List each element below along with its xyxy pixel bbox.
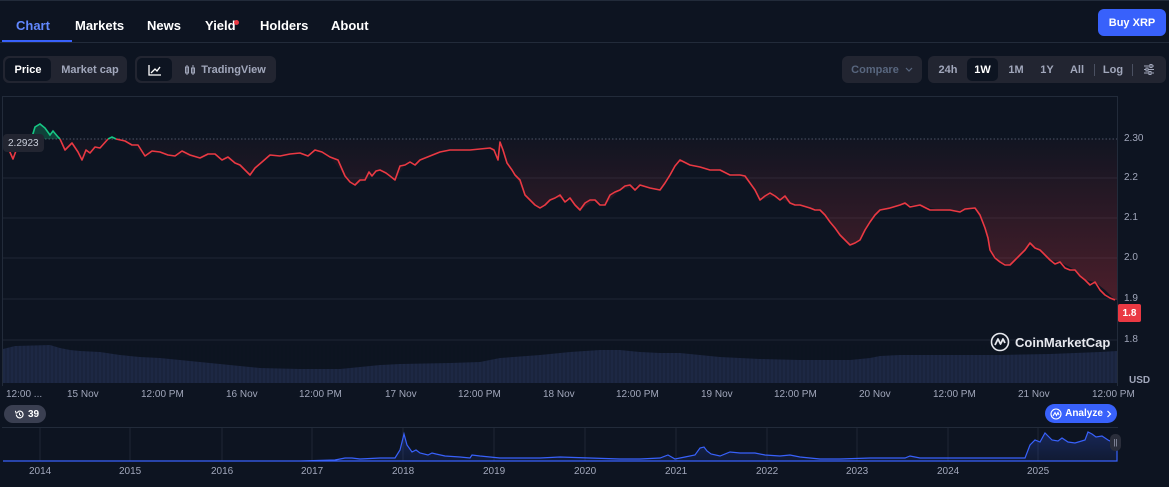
x-tick-label: 18 Nov	[543, 389, 575, 400]
yield-notification-dot	[234, 20, 239, 25]
chevron-right-icon	[1106, 410, 1112, 417]
navigator-year-label: 2018	[392, 466, 415, 477]
price-chart-area[interactable]	[2, 96, 1118, 386]
x-tick-label: 12:00 PM	[458, 389, 501, 400]
x-tick-label: 17 Nov	[385, 389, 417, 400]
metric-toggle: Price Market cap	[3, 56, 127, 83]
range-all[interactable]: All	[1069, 63, 1085, 76]
price-line-up	[31, 123, 61, 140]
navigator-year-label: 2014	[29, 466, 52, 477]
compare-dropdown[interactable]: Compare	[842, 56, 922, 83]
range-divider	[1094, 64, 1095, 76]
chart-type-toggle: TradingView	[135, 56, 276, 83]
navigator-year-label: 2019	[483, 466, 506, 477]
range-24h[interactable]: 24h	[938, 63, 958, 76]
tradingview-label: TradingView	[201, 63, 266, 76]
tab-bar: Chart Markets News Yield Holders About	[0, 0, 1169, 43]
x-tick-label: 16 Nov	[226, 389, 258, 400]
x-tick-label: 12:00 PM	[299, 389, 342, 400]
analyze-button[interactable]: Analyze	[1045, 404, 1117, 423]
reference-price-tag: 2.2923	[3, 134, 44, 152]
y-tick-label: 2.2	[1124, 172, 1138, 183]
history-count: 39	[28, 408, 40, 420]
x-tick-label: 12:00 PM	[616, 389, 659, 400]
line-chart-button[interactable]	[137, 58, 172, 81]
tab-markets[interactable]: Markets	[75, 18, 125, 33]
candlestick-icon	[185, 64, 196, 75]
navigator-drag-handle[interactable]: ||	[1110, 434, 1121, 451]
y-tick-label: 1.8	[1124, 334, 1138, 345]
chevron-down-icon	[905, 67, 913, 72]
navigator-year-label: 2023	[846, 466, 869, 477]
active-tab-indicator	[2, 40, 72, 42]
navigator-year-label: 2016	[211, 466, 234, 477]
navigator-year-label: 2022	[756, 466, 779, 477]
range-1y[interactable]: 1Y	[1040, 63, 1054, 76]
compare-label: Compare	[851, 63, 899, 76]
line-chart-icon	[147, 64, 161, 76]
volume-bar-gaps	[5, 345, 1115, 383]
range-selector: 24h 1W 1M 1Y All Log	[928, 56, 1166, 83]
x-tick-label: 20 Nov	[859, 389, 891, 400]
x-tick-label: 19 Nov	[701, 389, 733, 400]
y-tick-label: 2.30	[1124, 133, 1144, 144]
navigator-year-label: 2020	[574, 466, 597, 477]
x-tick-label: 21 Nov	[1018, 389, 1050, 400]
top-border	[0, 0, 1169, 1]
navigator-year-label: 2017	[301, 466, 324, 477]
navigator-year-label: 2025	[1027, 466, 1050, 477]
cmc-ai-icon	[1050, 407, 1062, 420]
gridlines	[3, 177, 1117, 341]
currency-label: USD	[1129, 375, 1151, 386]
x-tick-label: 12:00 PM	[774, 389, 817, 400]
range-divider	[1132, 64, 1133, 76]
price-line-up-2	[107, 136, 117, 140]
x-tick-label: 12:00 PM	[1092, 389, 1135, 400]
history-badge[interactable]: 39	[4, 405, 47, 423]
tab-yield[interactable]: Yield	[205, 18, 236, 33]
down-area-fill	[60, 139, 1117, 300]
log-scale-button[interactable]: Log	[1102, 63, 1124, 76]
market-cap-toggle-button[interactable]: Market cap	[61, 63, 119, 76]
navigator-year-label: 2021	[665, 466, 688, 477]
time-navigator[interactable]	[2, 427, 1118, 461]
navigator-year-label: 2024	[937, 466, 960, 477]
buy-xrp-button[interactable]: Buy XRP	[1098, 9, 1166, 36]
y-tick-label: 2.1	[1124, 212, 1138, 223]
navigator-area	[3, 431, 1118, 462]
price-toggle-button[interactable]: Price	[5, 58, 51, 81]
current-price-tag: 1.8	[1118, 304, 1141, 322]
x-tick-label: 15 Nov	[67, 389, 99, 400]
watermark-text: CoinMarketCap	[1015, 334, 1111, 350]
tab-holders[interactable]: Holders	[260, 18, 309, 33]
y-tick-label: 1.9	[1124, 293, 1138, 304]
coinmarketcap-watermark: CoinMarketCap	[990, 332, 1110, 352]
navigator-year-label: 2015	[119, 466, 142, 477]
tradingview-button[interactable]: TradingView	[177, 58, 273, 81]
x-tick-label: 12:00 PM	[933, 389, 976, 400]
chart-settings-button[interactable]	[1136, 58, 1162, 81]
x-tick-label: 12:00 ...	[6, 389, 43, 400]
analyze-label: Analyze	[1065, 408, 1103, 419]
tab-chart[interactable]: Chart	[16, 18, 50, 33]
coinmarketcap-logo-icon	[990, 332, 1010, 352]
range-1w[interactable]: 1W	[967, 58, 998, 81]
range-1m[interactable]: 1M	[1008, 63, 1024, 76]
x-tick-label: 12:00 PM	[141, 389, 184, 400]
volume-bars	[3, 345, 1117, 383]
tab-news[interactable]: News	[147, 18, 181, 33]
sliders-icon	[1144, 64, 1154, 75]
y-tick-label: 2.0	[1124, 252, 1138, 263]
history-icon	[14, 410, 24, 418]
tab-about[interactable]: About	[331, 18, 369, 33]
